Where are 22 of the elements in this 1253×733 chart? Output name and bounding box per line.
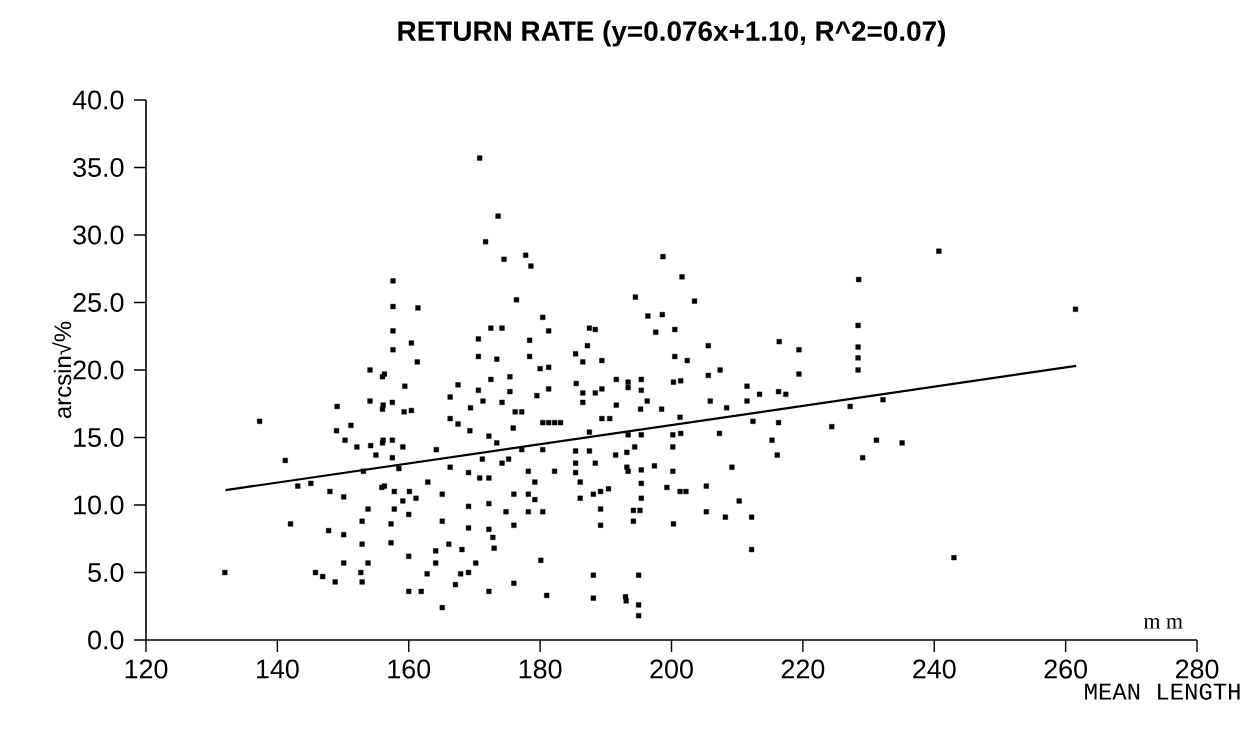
x-tick-label: 260	[1044, 659, 1088, 679]
y-axis-title: arcsin√%	[52, 321, 72, 419]
x-tick-label: 200	[650, 659, 693, 679]
y-tick-label: 40.0	[72, 90, 124, 110]
y-tick-label: 20.0	[73, 360, 124, 380]
annotation: m m	[1143, 618, 1183, 629]
y-tick-label: 15.0	[74, 427, 124, 448]
y-tick-label: 35.0	[73, 157, 124, 178]
y-tick-label: 30.0	[73, 225, 124, 245]
x-tick-label: 240	[913, 659, 956, 679]
y-tick-label: 10.0	[74, 495, 124, 515]
x-tick-label: 180	[519, 659, 562, 679]
x-tick-label: 120	[125, 659, 168, 679]
y-tick-label: 25.0	[73, 292, 124, 313]
x-tick-label: 140	[256, 659, 299, 679]
chart-title: RETURN RATE (y=0.076x+1.10, R^2=0.07)	[398, 20, 946, 47]
x-tick-label: 220	[781, 659, 825, 679]
y-tick-label: 0.0	[88, 630, 124, 650]
y-tick-label: 5.0	[88, 562, 124, 583]
x-axis-title: MEAN LENGTH	[1085, 683, 1240, 700]
x-tick-label: 280	[1175, 659, 1219, 679]
x-tick-label: 160	[388, 659, 431, 679]
